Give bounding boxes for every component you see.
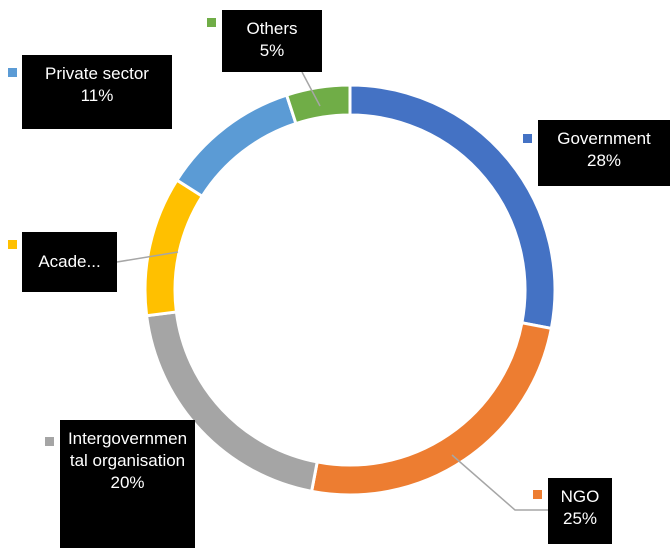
label-name: Others xyxy=(246,19,298,38)
leader-line xyxy=(451,454,548,511)
donut-segment xyxy=(348,83,557,331)
legend-key xyxy=(523,134,532,143)
label-value: 5% xyxy=(259,41,285,60)
legend-key xyxy=(8,240,17,249)
donut-segment xyxy=(143,178,205,318)
donut-segment xyxy=(309,321,554,497)
data-label: Government 28% xyxy=(538,120,670,186)
legend-key xyxy=(533,490,542,499)
data-label: Private sector 11% xyxy=(22,55,172,129)
label-value: 20% xyxy=(110,473,145,492)
label-name: Private sector xyxy=(45,64,149,83)
label-value: 28% xyxy=(586,151,622,170)
label-name: Intergovernmental organisation xyxy=(67,429,188,470)
leader-line xyxy=(301,71,321,107)
legend-key xyxy=(8,68,17,77)
leader-line xyxy=(116,251,179,263)
label-value: 25% xyxy=(562,509,598,528)
legend-key xyxy=(45,437,54,446)
label-name: Government xyxy=(557,129,651,148)
data-label: NGO 25% xyxy=(548,478,612,544)
donut-segment xyxy=(174,93,298,199)
data-label: Intergovernmental organisation 20% xyxy=(60,420,195,548)
data-label: Others 5% xyxy=(222,10,322,72)
label-name: Acade... xyxy=(38,252,101,271)
label-value: 11% xyxy=(80,86,114,105)
label-name: NGO xyxy=(560,487,600,506)
legend-key xyxy=(207,18,216,27)
data-label: Acade... xyxy=(22,232,117,292)
